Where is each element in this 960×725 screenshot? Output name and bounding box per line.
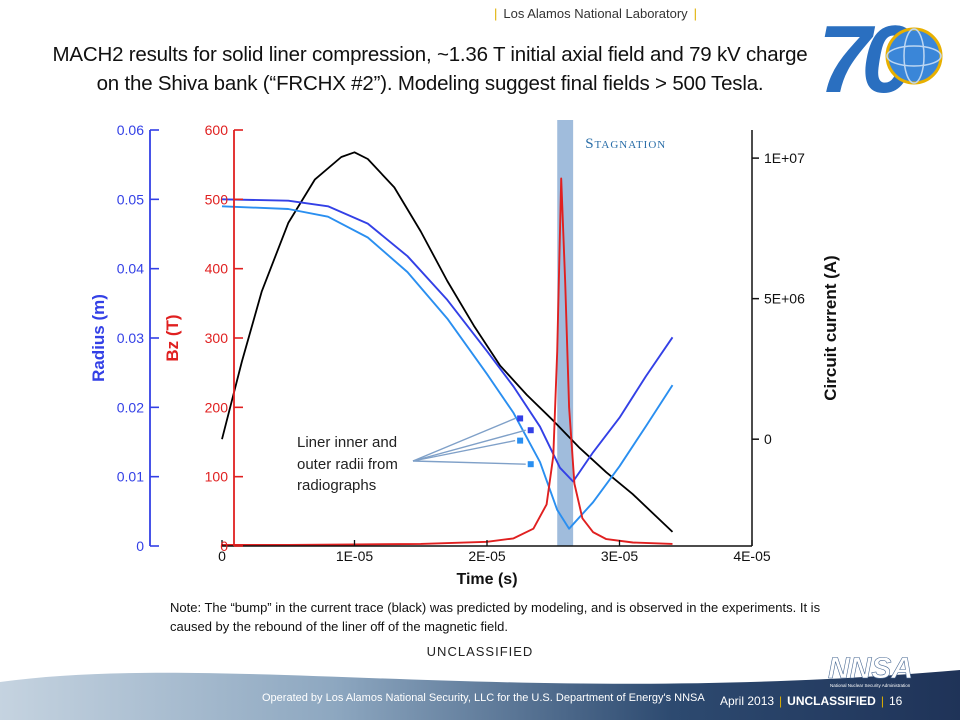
footer-right: April 2013 | UNCLASSIFIED | 16 <box>720 694 902 708</box>
bz-tick-label: 200 <box>205 399 229 415</box>
current-axis-label: Circuit current (A) <box>821 255 840 400</box>
radius-tick-label: 0.06 <box>117 122 144 138</box>
radius-tick-label: 0.05 <box>117 191 144 207</box>
series-line-current-0 <box>221 151 674 533</box>
radiograph-arrow <box>412 460 526 465</box>
slide-title-line2: on the Shiva bank (“FRCHX #2”). Modeling… <box>96 72 764 95</box>
radiograph-annotation-line: radiographs <box>297 477 376 494</box>
x-tick-label: 1E-05 <box>336 548 374 564</box>
radiograph-point <box>527 461 534 468</box>
radius-tick-label: 0.04 <box>117 261 144 277</box>
footer-wave <box>0 660 960 684</box>
radius-tick-label: 0 <box>136 538 144 554</box>
radiograph-annotation-line: Liner inner and <box>297 434 397 451</box>
bz-tick-label: 300 <box>205 330 229 346</box>
slide-title: MACH2 results for solid liner compressio… <box>30 40 830 98</box>
series-line-bz-3 <box>221 177 673 546</box>
slide-title-line1: MACH2 results for solid liner compressio… <box>52 43 808 66</box>
current-tick-label: 5E+06 <box>764 291 805 307</box>
lab-name: Los Alamos National Laboratory <box>503 6 688 21</box>
radiograph-arrow <box>412 429 526 462</box>
radiograph-point <box>517 415 524 422</box>
radius-axis-label: Radius (m) <box>89 294 108 382</box>
classification-label: UNCLASSIFIED <box>426 644 534 659</box>
current-tick-label: 0 <box>764 431 772 447</box>
header-separator-left: | <box>494 6 498 21</box>
radius-tick-label: 0.01 <box>117 469 144 485</box>
stagnation-band <box>557 120 574 546</box>
radiograph-arrow <box>412 417 516 462</box>
current-tick-label: 1E+07 <box>764 150 805 166</box>
bz-axis-label: Bz (T) <box>163 314 182 361</box>
x-tick-label: 4E-05 <box>733 548 771 564</box>
radiograph-annotation-line: outer radii from <box>297 456 398 473</box>
bz-tick-label: 500 <box>205 191 229 207</box>
x-axis-label: Time (s) <box>456 571 517 588</box>
footer-operated: Operated by Los Alamos National Security… <box>262 692 705 704</box>
stagnation-label: Stagnation <box>585 136 666 152</box>
bz-tick-label: 100 <box>205 469 229 485</box>
footer-separator: | <box>880 694 884 708</box>
nnsa-subtext: National Nuclear Security Administration <box>830 683 911 688</box>
bz-tick-label: 0 <box>220 538 228 554</box>
footer-classification: UNCLASSIFIED <box>787 694 876 708</box>
radius-tick-label: 0.02 <box>117 399 144 415</box>
radiograph-arrow <box>412 439 516 462</box>
nnsa-text: NNSA <box>828 652 913 685</box>
bz-tick-label: 400 <box>205 261 229 277</box>
x-tick-label: 0 <box>218 548 226 564</box>
page-number: 16 <box>888 694 903 708</box>
bz-tick-label: 600 <box>205 122 229 138</box>
footer-band <box>0 660 960 720</box>
radius-tick-label: 0.03 <box>117 330 144 346</box>
series-line-radius-2 <box>221 205 674 530</box>
x-tick-label: 2E-05 <box>468 548 506 564</box>
footer-separator: | <box>779 694 783 708</box>
footer-date: April 2013 <box>720 694 775 708</box>
series-line-radius-1 <box>221 198 674 483</box>
lab-header: | Los Alamos National Laboratory | <box>488 6 788 21</box>
header-separator-right: | <box>693 6 698 21</box>
radiograph-point <box>517 437 524 444</box>
x-tick-label: 3E-05 <box>601 548 639 564</box>
nnsa-logo: NNSA National Nuclear Security Administr… <box>828 652 914 688</box>
anniversary-70-logo: 70 <box>818 14 943 104</box>
radiograph-point <box>527 427 534 434</box>
chart-note: Note: The “bump” in the current trace (b… <box>170 600 821 634</box>
